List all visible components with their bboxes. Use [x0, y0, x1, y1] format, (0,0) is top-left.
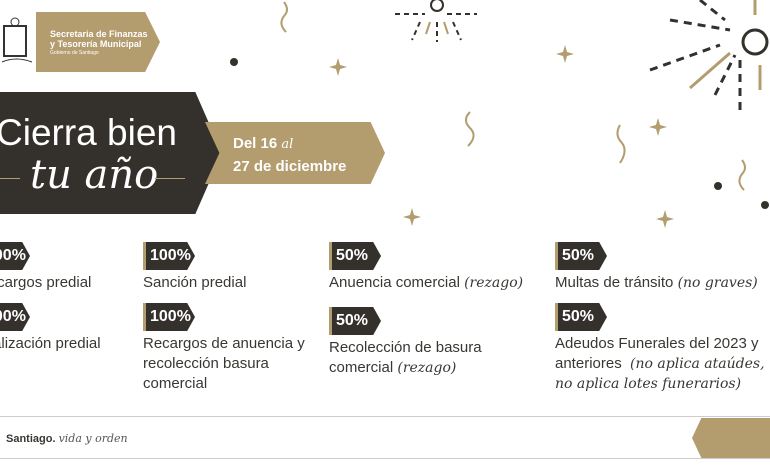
discount-badge: 50% [555, 303, 607, 331]
discount-item: Multas de tránsito (no graves) [555, 273, 758, 293]
date-end: 27 de diciembre [233, 158, 347, 175]
date-range: Del 16 al 27 de diciembre [233, 133, 346, 178]
org-line1: Secretaria de Finanzas [50, 29, 148, 39]
org-line2: y Tesorería Municipal [50, 39, 142, 49]
brand-slogan: vida y orden [58, 432, 128, 445]
discount-badge: 50% [555, 242, 607, 270]
discount-badge: 100% [143, 242, 195, 270]
discount-item-note: (no aplica ataúdes, no aplica lotes fune… [555, 356, 765, 392]
footer-emblem [692, 418, 770, 458]
footer-top-rule [0, 416, 770, 417]
date-banner [205, 122, 385, 184]
date-connector: al [281, 137, 294, 152]
org-banner [36, 12, 160, 72]
date-start: Del 16 [233, 135, 278, 152]
coat-of-arms-logo [0, 12, 37, 72]
discount-item-label: Recolección de basura comercial [329, 339, 482, 376]
hero-title-line1: Cierra bien [0, 112, 177, 153]
discount-badge: 100% [0, 303, 30, 331]
footer-bottom-rule [0, 458, 770, 459]
discount-badge: 50% [329, 242, 381, 270]
discount-item-label: Adeudos Funerales del 2023 y anteriores [555, 335, 759, 372]
discount-item: Recolección de basura comercial (rezago) [329, 338, 509, 378]
discount-item-label: Actualización predial [0, 335, 101, 352]
discount-item: Anuencia comercial (rezago) [329, 273, 523, 293]
discount-badge: 100% [143, 303, 195, 331]
discount-badge: 50% [329, 307, 381, 335]
discount-item-label: Multas de tránsito [555, 274, 674, 291]
discount-item-label: Recargos de anuencia y recolección basur… [143, 335, 305, 392]
org-sub: Gobierno de Santiago [50, 50, 99, 56]
discount-item-label: Recargos predial [0, 274, 92, 291]
discount-item-note: (no graves) [677, 275, 758, 291]
hero-title-line2: tu año [30, 152, 159, 198]
hero-banner [0, 92, 222, 214]
divider [155, 178, 185, 179]
discount-item-label: Anuencia comercial [329, 274, 460, 291]
discount-item-note: (rezago) [464, 275, 524, 291]
divider [0, 178, 20, 179]
org-name: Secretaria de Finanzas y Tesorería Munic… [50, 29, 148, 57]
discount-item: Adeudos Funerales del 2023 y anteriores … [555, 334, 770, 394]
footer-brand: Santiago. vida y orden [6, 432, 128, 445]
discount-item-label: Sanción predial [143, 274, 247, 291]
discount-item-note: (rezago) [397, 360, 457, 376]
brand-name: Santiago. [6, 433, 56, 445]
